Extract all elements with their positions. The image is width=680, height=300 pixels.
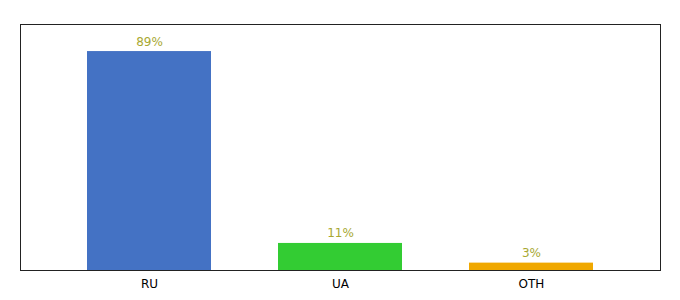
svg-text:OTH: OTH [519, 277, 545, 291]
svg-text:89%: 89% [136, 35, 163, 49]
svg-text:3%: 3% [522, 246, 541, 260]
svg-text:RU: RU [141, 277, 158, 291]
svg-text:UA: UA [332, 277, 350, 291]
svg-text:11%: 11% [327, 226, 354, 240]
